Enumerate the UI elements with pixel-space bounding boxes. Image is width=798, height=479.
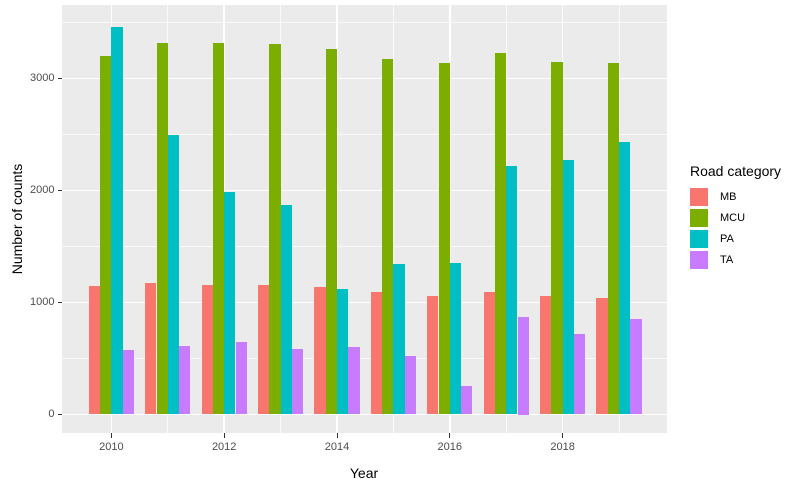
gridline-major-y-1000 [62,301,667,304]
y-tick-mark-0 [57,414,62,415]
gridline-minor-y-3500 [62,22,667,23]
bar-mb-2018 [540,295,552,415]
bar-mcu-2019 [607,63,619,415]
gridline-major-y-3000 [62,77,667,80]
legend-swatch-mcu [690,209,708,227]
x-axis-title: Year [349,465,379,479]
bar-mb-2011 [145,283,157,415]
bar-mb-2019 [596,298,608,415]
bar-mcu-2012 [212,42,225,415]
bar-mcu-2016 [438,62,450,415]
bar-ta-2017 [517,316,529,415]
bar-pa-2017 [506,165,518,415]
x-tick-label-2014: 2014 [324,440,350,453]
y-tick-label-2000: 2000 [30,184,55,196]
y-tick-mark-3000 [57,78,62,79]
gridline-minor-y-2500 [62,134,667,135]
gridline-minor-y-1500 [62,246,667,247]
legend-swatch-mb [690,188,708,206]
bar-pa-2013 [280,205,292,415]
legend-items: MB MCU PA TA [690,188,796,269]
bar-pa-2015 [393,263,405,415]
x-tick-label-2016: 2016 [437,440,463,453]
bar-ta-2018 [573,333,586,415]
bar-ta-2015 [404,356,416,415]
bar-mb-2014 [314,287,326,415]
x-tick-label-2012: 2012 [211,440,237,453]
y-tick-label-1000: 1000 [30,296,55,308]
bar-ta-2011 [179,346,191,415]
bar-pa-2010 [111,26,123,415]
legend-item-pa: PA [690,230,796,248]
bar-mb-2010 [88,285,101,415]
legend-label-mb: MB [720,191,737,203]
legend-item-ta: TA [690,251,796,269]
bar-ta-2014 [348,347,360,415]
legend-item-mb: MB [690,188,796,206]
y-tick-mark-2000 [57,190,62,191]
bar-mcu-2013 [269,43,281,415]
x-tick-label-2010: 2010 [99,440,124,453]
legend-label-mcu: MCU [720,212,746,224]
bar-pa-2019 [619,142,631,415]
bar-pa-2014 [337,289,349,415]
gridline-major-x-2016 [449,5,451,433]
bar-ta-2016 [461,385,473,415]
legend-swatch-pa [690,230,708,248]
legend: Road category MB MCU PA TA [690,163,796,272]
bar-pa-2016 [449,263,462,415]
gridline-major-y-2000 [62,189,667,192]
legend-swatch-ta [690,251,708,269]
y-tick-mark-1000 [57,302,62,303]
bar-pa-2012 [224,192,236,415]
legend-item-mcu: MCU [690,209,796,227]
legend-title: Road category [690,163,782,179]
bar-ta-2010 [122,350,134,415]
gridline-major-y-0 [62,413,667,416]
x-tick-mark-2012 [223,433,225,438]
y-axis-title: Number of counts [9,163,25,275]
bar-ta-2012 [235,342,247,415]
bar-pa-2011 [167,135,180,415]
x-tick-mark-2018 [562,433,564,438]
bar-pa-2018 [562,160,574,415]
x-tick-mark-2016 [449,433,451,438]
y-tick-label-3000: 3000 [30,72,55,84]
bar-mb-2012 [201,284,213,415]
bar-mcu-2011 [156,42,168,415]
y-tick-label-0: 0 [48,408,55,420]
legend-label-pa: PA [720,233,734,245]
bar-mcu-2018 [551,62,563,415]
x-tick-mark-2014 [336,433,338,438]
bar-mcu-2014 [325,49,337,415]
bar-mcu-2015 [382,58,394,415]
bar-mb-2013 [258,284,270,415]
legend-label-ta: TA [720,254,734,266]
bar-mb-2015 [370,291,383,415]
gridline-minor-x-2015 [392,5,394,433]
gridline-minor-y-500 [62,358,667,359]
x-tick-label-2018: 2018 [550,440,575,453]
bar-mcu-2010 [100,56,112,415]
x-tick-mark-2010 [110,433,112,438]
bar-mcu-2017 [494,52,507,415]
gridline-major-x-2014 [336,5,338,433]
plot-panel [62,5,667,433]
bar-mb-2017 [483,292,495,415]
bar-mb-2016 [427,295,439,415]
bar-ta-2013 [291,348,304,415]
bar-ta-2019 [630,318,642,415]
